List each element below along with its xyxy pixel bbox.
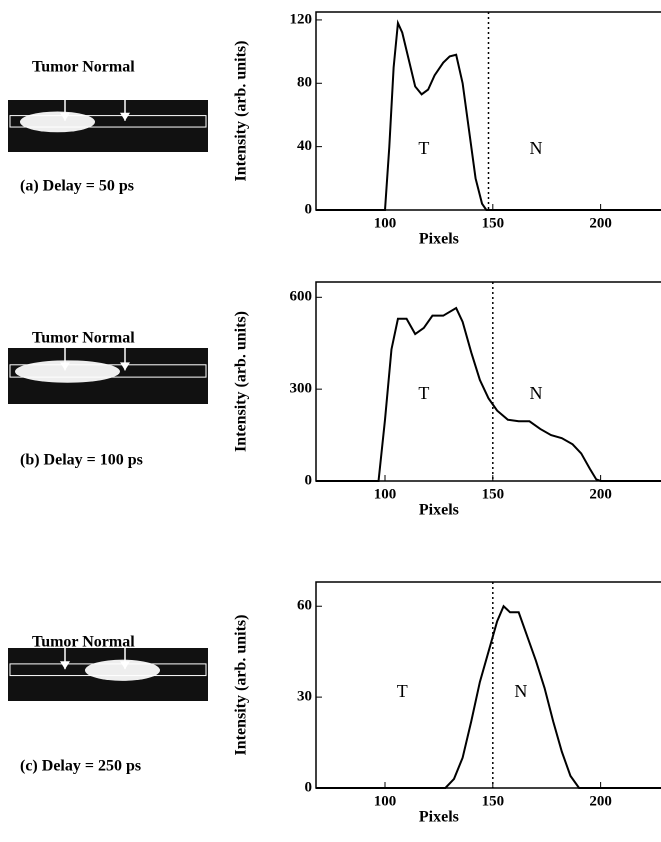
- x-tick-label: 100: [374, 215, 397, 231]
- arrow-head: [120, 112, 130, 121]
- x-axis-label: Pixels: [419, 809, 459, 826]
- arrow-head: [60, 661, 70, 670]
- image-label: Tumor Normal: [32, 634, 135, 651]
- y-axis-label: Intensity (arb. units): [233, 615, 250, 756]
- x-tick-label: 200: [589, 486, 612, 502]
- y-tick-label: 0: [305, 472, 313, 488]
- x-tick-label: 150: [482, 486, 505, 502]
- y-tick-label: 300: [290, 381, 313, 397]
- x-tick-label: 150: [482, 215, 505, 231]
- image-label: Tumor Normal: [32, 330, 135, 347]
- roi-box: [9, 364, 207, 378]
- x-tick-label: 200: [589, 215, 612, 231]
- y-tick-label: 80: [297, 75, 312, 91]
- y-axis-label: Intensity (arb. units): [233, 41, 250, 182]
- y-tick-label: 30: [297, 689, 312, 705]
- caption: (a) Delay = 50 ps: [20, 178, 134, 195]
- x-tick-label: 100: [374, 793, 397, 809]
- arrow-head: [60, 362, 70, 371]
- intensity-line: [316, 19, 661, 211]
- intensity-line: [316, 604, 661, 789]
- x-axis-label: Pixels: [419, 231, 459, 248]
- region-label: T: [418, 383, 429, 403]
- region-label: N: [529, 138, 542, 158]
- y-axis-label: Intensity (arb. units): [233, 311, 250, 452]
- arrow-head: [120, 661, 130, 670]
- plot-frame: [315, 11, 661, 211]
- x-tick-label: 100: [374, 486, 397, 502]
- plot-frame: [315, 581, 661, 789]
- y-tick-label: 60: [297, 598, 312, 614]
- plot-frame: [315, 281, 661, 482]
- roi-box: [9, 115, 207, 128]
- y-tick-label: 0: [305, 779, 313, 795]
- caption: (b) Delay = 100 ps: [20, 452, 143, 469]
- image-blob: [20, 111, 95, 133]
- region-label: N: [514, 681, 527, 701]
- y-tick-label: 120: [290, 11, 313, 27]
- region-label: T: [397, 681, 408, 701]
- roi-box: [9, 663, 207, 677]
- arrow-head: [60, 112, 70, 121]
- y-tick-label: 40: [297, 138, 312, 154]
- arrow-head: [120, 362, 130, 371]
- region-label: N: [529, 383, 542, 403]
- image-label: Tumor Normal: [32, 59, 135, 76]
- y-tick-label: 600: [290, 289, 313, 305]
- region-label: T: [418, 138, 429, 158]
- caption: (c) Delay = 250 ps: [20, 758, 141, 775]
- x-axis-label: Pixels: [419, 502, 459, 519]
- intensity-line: [316, 306, 661, 482]
- x-tick-label: 150: [482, 793, 505, 809]
- x-tick-label: 200: [589, 793, 612, 809]
- y-tick-label: 0: [305, 201, 313, 217]
